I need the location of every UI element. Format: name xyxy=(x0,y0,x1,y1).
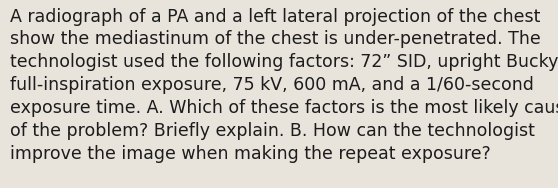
Text: A radiograph of a PA and a left lateral projection of the chest
show the mediast: A radiograph of a PA and a left lateral … xyxy=(10,8,558,163)
